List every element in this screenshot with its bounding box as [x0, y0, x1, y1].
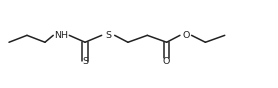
Text: S: S — [106, 31, 111, 40]
Text: NH: NH — [54, 31, 69, 40]
Text: O: O — [182, 31, 190, 40]
Text: S: S — [82, 57, 88, 66]
Text: O: O — [163, 57, 170, 66]
